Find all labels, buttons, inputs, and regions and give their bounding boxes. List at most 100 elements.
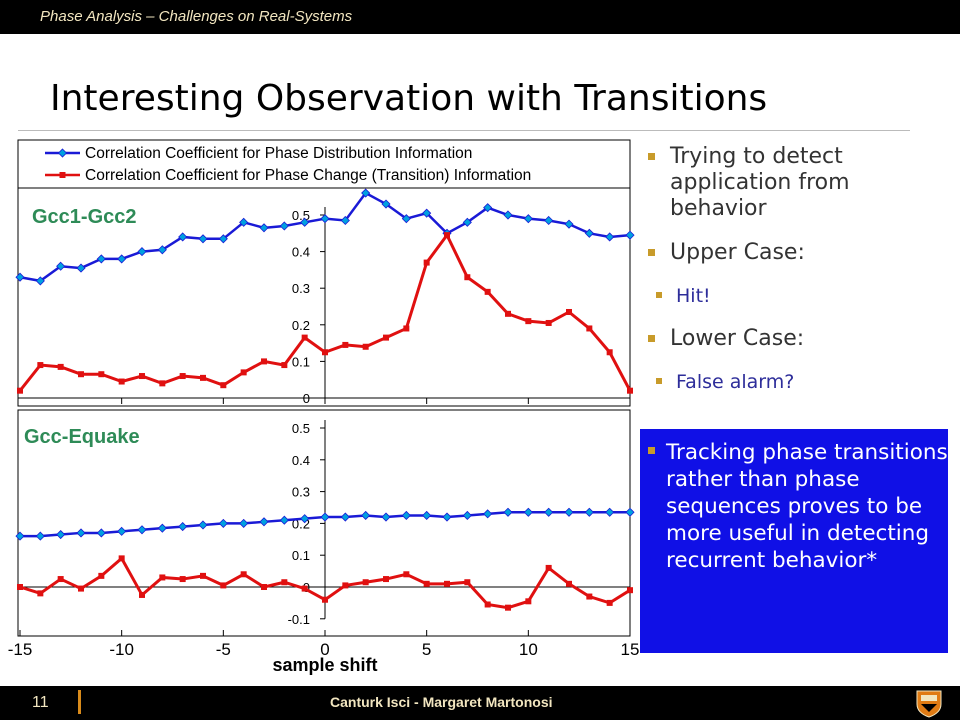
data-point	[239, 518, 249, 528]
data-point	[281, 362, 288, 369]
data-point	[57, 576, 64, 583]
data-point	[139, 591, 145, 598]
data-point	[198, 520, 208, 530]
x-tick-label: -5	[216, 640, 231, 659]
data-point	[564, 219, 574, 229]
bullet-text: Upper Case:	[670, 240, 805, 265]
data-point	[261, 358, 267, 365]
data-point	[157, 523, 167, 533]
y-tick-label: 0.1	[292, 354, 310, 369]
data-point	[98, 371, 105, 378]
data-point	[198, 234, 208, 244]
x-tick-label: 15	[621, 640, 640, 659]
data-point	[401, 510, 411, 521]
data-point	[586, 325, 593, 332]
data-point	[157, 245, 167, 255]
data-point	[15, 272, 25, 282]
data-point	[117, 254, 127, 264]
data-point	[301, 585, 308, 592]
data-point	[159, 380, 166, 387]
data-point	[525, 318, 532, 325]
y-tick-label: 0.2	[292, 318, 310, 333]
legend-label: Correlation Coefficient for Phase Change…	[85, 167, 531, 184]
data-point	[139, 373, 145, 380]
upper-plot-frame	[17, 139, 631, 407]
data-point	[159, 574, 166, 581]
y-tick-label: 0.4	[292, 453, 310, 468]
data-point	[422, 510, 432, 521]
footer-authors: Canturk Isci - Margaret Martonosi	[330, 694, 553, 710]
data-point	[200, 572, 206, 579]
data-point	[627, 587, 633, 594]
data-point	[218, 234, 228, 244]
chart-figure: Correlation Coefficient for Phase Distri…	[8, 139, 640, 675]
data-point	[584, 507, 594, 517]
data-point	[462, 510, 472, 521]
data-point	[137, 247, 147, 257]
y-tick-label: 0.1	[292, 548, 310, 563]
sub-bullet-text: False alarm?	[676, 371, 795, 393]
data-point	[403, 571, 410, 578]
data-point	[56, 529, 66, 540]
footer-bar: 11 Canturk Isci - Margaret Martonosi	[0, 686, 960, 720]
data-point	[239, 217, 249, 227]
legend-label: Correlation Coefficient for Phase Distri…	[85, 145, 472, 162]
data-point	[76, 263, 86, 273]
data-point	[96, 528, 106, 538]
bullet-text: Trying to detect application from behavi…	[670, 144, 850, 221]
data-point	[300, 217, 310, 227]
y-tick-label: 0.3	[292, 485, 310, 500]
data-point	[361, 188, 371, 198]
data-point	[605, 507, 615, 517]
data-point	[340, 512, 350, 522]
data-point	[281, 579, 288, 586]
data-point	[545, 319, 552, 326]
data-point	[259, 517, 269, 527]
data-point	[381, 199, 391, 209]
data-point	[178, 522, 188, 532]
y-tick-label: 0.5	[292, 421, 310, 436]
data-point	[342, 582, 349, 589]
highlight-text: Tracking phase transitions rather than p…	[666, 440, 948, 573]
data-point	[625, 230, 635, 240]
data-point	[56, 261, 66, 271]
x-tick-label: 5	[422, 640, 431, 659]
data-point	[57, 363, 64, 370]
data-point	[545, 564, 552, 571]
data-point	[117, 526, 127, 536]
data-point	[340, 215, 350, 226]
data-point	[564, 507, 574, 517]
data-point	[503, 210, 513, 220]
data-point	[584, 228, 594, 238]
y-tick-label: -0.1	[288, 612, 310, 627]
data-point	[505, 604, 511, 611]
data-point	[261, 584, 267, 590]
data-point	[523, 214, 533, 224]
data-point	[240, 369, 247, 376]
data-point	[566, 308, 572, 315]
data-point	[137, 525, 147, 535]
data-point	[35, 276, 45, 286]
bullet-marker-icon	[656, 378, 662, 384]
data-point	[484, 288, 491, 295]
data-point	[220, 382, 227, 389]
x-tick-label: 10	[519, 640, 538, 659]
bullet-marker-icon	[656, 292, 662, 298]
data-point	[98, 572, 105, 579]
title-divider	[18, 130, 910, 131]
bullet-marker-icon	[648, 249, 655, 256]
panel-label: Gcc-Equake	[24, 426, 140, 448]
data-point	[322, 596, 328, 603]
x-tick-label: -10	[109, 640, 134, 659]
data-point	[362, 343, 369, 350]
university-shield-icon	[916, 690, 942, 718]
data-point	[544, 507, 554, 517]
bullet-item: Trying to detect application from behavi…	[648, 144, 948, 222]
y-tick-label: 0.3	[292, 281, 310, 296]
bullet-marker-icon	[648, 447, 655, 454]
data-point	[483, 509, 493, 519]
data-point	[505, 310, 511, 317]
sub-bullet-item: False alarm?	[648, 370, 948, 394]
legend-marker	[57, 148, 68, 158]
data-point	[96, 254, 106, 264]
